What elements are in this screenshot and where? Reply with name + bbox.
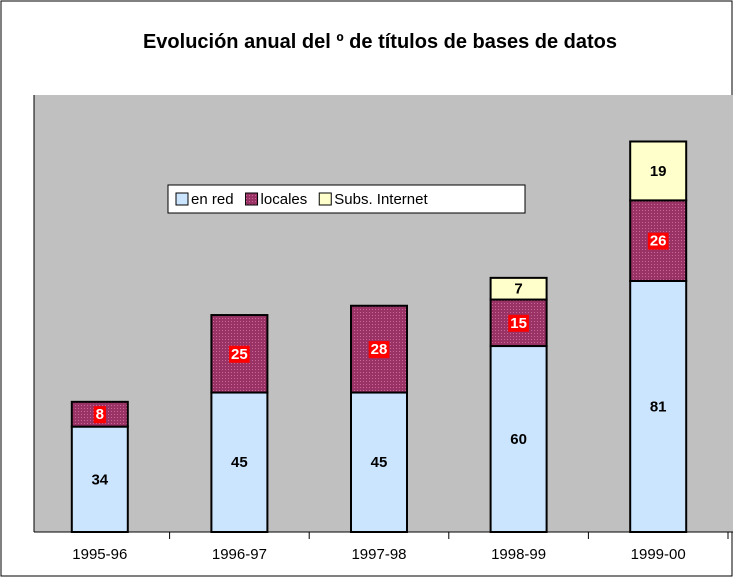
- data-label-bg: [508, 314, 529, 332]
- legend-swatch: [245, 192, 259, 206]
- legend-label: Subs. Internet: [334, 191, 428, 208]
- bar-segment: [629, 140, 688, 202]
- data-label: 45: [371, 454, 388, 471]
- legend-box: [167, 184, 526, 214]
- data-label: 81: [650, 398, 667, 415]
- data-label-bg: [647, 232, 669, 250]
- data-label: 45: [231, 454, 248, 471]
- bar-segment: [489, 276, 548, 301]
- legend-swatch: [175, 192, 189, 206]
- bar-segment: [489, 345, 548, 533]
- data-label: 26: [650, 233, 667, 250]
- data-label: 19: [650, 163, 667, 180]
- chart-title: Evolución anual del º de títulos de base…: [142, 31, 618, 53]
- data-label: 25: [231, 346, 248, 363]
- legend-swatch: [318, 192, 332, 206]
- data-label: 60: [510, 431, 527, 448]
- data-label: 8: [96, 406, 104, 423]
- data-label: 7: [514, 281, 522, 298]
- x-tick-label: 1999-00: [631, 546, 686, 563]
- x-tick-label: 1998-99: [491, 546, 546, 563]
- bar-segment: [210, 391, 269, 533]
- bar-segment: [350, 391, 408, 533]
- data-label: 28: [371, 341, 388, 358]
- bar-segment: [629, 279, 688, 534]
- legend-label: en red: [191, 191, 234, 208]
- data-label-bg: [368, 341, 390, 359]
- x-tick-label: 1995-96: [72, 546, 127, 563]
- bar-segment: [70, 425, 129, 533]
- x-tick-label: 1996-97: [212, 546, 267, 563]
- legend-label: locales: [261, 191, 308, 208]
- data-label-bg: [229, 345, 250, 363]
- data-label-bg: [93, 406, 106, 424]
- data-label: 34: [91, 471, 108, 488]
- x-tick-label: 1997-98: [351, 546, 406, 563]
- data-label: 15: [510, 315, 527, 332]
